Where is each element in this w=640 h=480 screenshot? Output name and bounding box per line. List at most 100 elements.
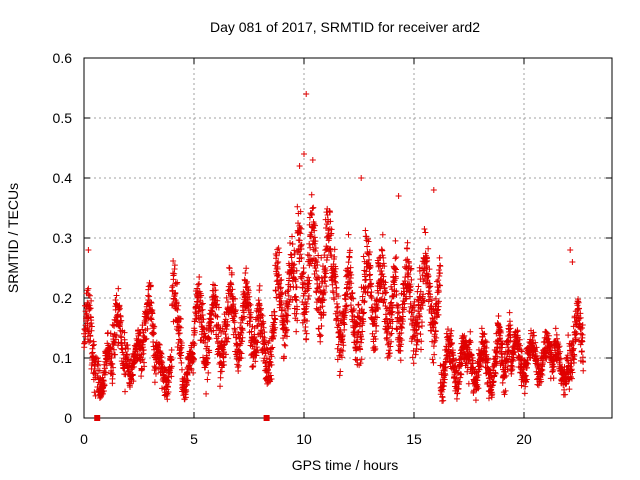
data-point	[429, 315, 436, 322]
data-point	[311, 227, 318, 234]
data-point	[293, 283, 300, 290]
data-point	[91, 341, 98, 348]
y-tick-label: 0.1	[53, 350, 73, 366]
data-point	[477, 363, 484, 370]
data-point	[224, 298, 231, 305]
data-point	[517, 342, 524, 349]
data-point	[482, 338, 489, 345]
data-point	[364, 243, 371, 250]
data-point	[182, 394, 189, 401]
data-point	[103, 362, 110, 369]
data-point	[247, 314, 254, 321]
data-point	[175, 319, 182, 326]
data-point	[506, 309, 513, 316]
data-point	[287, 239, 294, 246]
data-point	[210, 327, 217, 334]
data-point	[505, 338, 512, 345]
data-point	[368, 295, 375, 302]
data-point	[348, 295, 355, 302]
y-tick-label: 0.2	[53, 290, 73, 306]
data-point	[421, 275, 428, 282]
data-point	[313, 267, 320, 274]
data-point	[372, 345, 379, 352]
data-point	[398, 329, 405, 336]
data-point	[392, 255, 399, 262]
data-point	[508, 367, 515, 374]
data-point	[418, 346, 425, 353]
data-point-outlier	[301, 151, 307, 157]
x-tick-label: 10	[296, 431, 312, 447]
data-point	[331, 296, 338, 303]
data-point	[320, 309, 327, 316]
data-point	[328, 252, 335, 259]
data-point	[284, 318, 291, 325]
data-point	[190, 369, 197, 376]
data-point	[475, 385, 482, 392]
data-point	[499, 340, 506, 347]
data-point	[230, 301, 237, 308]
data-point	[361, 298, 368, 305]
data-point	[272, 287, 279, 294]
data-point	[311, 270, 318, 277]
data-point	[223, 326, 230, 333]
data-point	[532, 339, 539, 346]
data-point	[306, 277, 313, 284]
data-point	[208, 319, 215, 326]
data-point	[436, 267, 443, 274]
data-point	[267, 372, 274, 379]
data-point	[516, 336, 523, 343]
data-point	[217, 359, 224, 366]
data-point	[489, 391, 496, 398]
data-point	[158, 360, 165, 367]
data-point	[339, 332, 346, 339]
x-tick-label: 15	[406, 431, 422, 447]
data-point	[382, 311, 389, 318]
data-point	[290, 268, 297, 275]
data-point	[196, 305, 203, 312]
data-point	[367, 292, 374, 299]
data-point	[198, 292, 205, 299]
data-point	[564, 352, 571, 359]
data-point	[203, 390, 210, 397]
data-point	[575, 305, 582, 312]
data-point	[101, 365, 108, 372]
data-point	[312, 248, 319, 255]
data-point	[81, 330, 88, 337]
data-point	[469, 357, 476, 364]
data-point	[453, 395, 460, 402]
data-point	[383, 289, 390, 296]
data-point	[239, 334, 246, 341]
data-point	[217, 374, 224, 381]
data-point	[426, 266, 433, 273]
data-point	[275, 259, 282, 266]
data-point	[511, 349, 518, 356]
data-point	[283, 333, 290, 340]
data-point	[178, 366, 185, 373]
data-point	[433, 334, 440, 341]
data-point	[268, 361, 275, 368]
data-point	[308, 233, 315, 240]
data-point	[373, 328, 380, 335]
data-point	[366, 276, 373, 283]
data-point	[274, 265, 281, 272]
data-point	[306, 240, 313, 247]
data-point	[205, 369, 212, 376]
data-point	[468, 352, 475, 359]
data-point	[235, 367, 242, 374]
data-point	[231, 313, 238, 320]
data-point	[175, 302, 182, 309]
data-point	[556, 361, 563, 368]
data-point	[268, 375, 275, 382]
x-tick-label: 20	[516, 431, 532, 447]
data-point	[354, 356, 361, 363]
data-point	[404, 239, 411, 246]
data-point	[296, 229, 303, 236]
data-point	[551, 358, 558, 365]
data-point	[446, 358, 453, 365]
data-point	[387, 331, 394, 338]
data-point	[297, 208, 304, 215]
data-point	[505, 347, 512, 354]
data-point	[285, 292, 292, 299]
data-point	[455, 381, 462, 388]
data-point	[173, 299, 180, 306]
